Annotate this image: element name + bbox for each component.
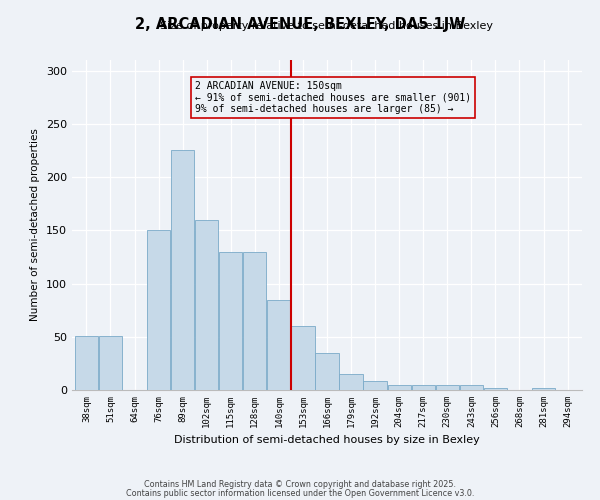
Bar [75, 336, 98, 390]
Bar [219, 252, 242, 390]
X-axis label: Distribution of semi-detached houses by size in Bexley: Distribution of semi-detached houses by … [174, 436, 480, 446]
Text: Contains HM Land Registry data © Crown copyright and database right 2025.: Contains HM Land Registry data © Crown c… [144, 480, 456, 489]
Bar [147, 230, 170, 390]
Bar [484, 388, 507, 390]
Bar [460, 384, 483, 390]
Bar [316, 352, 338, 390]
Title: Size of property relative to semi-detached houses in Bexley: Size of property relative to semi-detach… [161, 22, 493, 32]
Bar [195, 220, 218, 390]
Text: Contains public sector information licensed under the Open Government Licence v3: Contains public sector information licen… [126, 488, 474, 498]
Text: 2, ARCADIAN AVENUE, BEXLEY, DA5 1JW: 2, ARCADIAN AVENUE, BEXLEY, DA5 1JW [135, 18, 465, 32]
Bar [243, 252, 266, 390]
Bar [364, 382, 387, 390]
Bar [412, 384, 435, 390]
Bar [171, 150, 194, 390]
Bar [291, 326, 314, 390]
Bar [388, 384, 411, 390]
Bar [267, 300, 290, 390]
Text: 2 ARCADIAN AVENUE: 150sqm
← 91% of semi-detached houses are smaller (901)
9% of : 2 ARCADIAN AVENUE: 150sqm ← 91% of semi-… [194, 82, 471, 114]
Bar [99, 336, 122, 390]
Bar [436, 384, 459, 390]
Y-axis label: Number of semi-detached properties: Number of semi-detached properties [31, 128, 40, 322]
Bar [340, 374, 363, 390]
Bar [532, 388, 555, 390]
